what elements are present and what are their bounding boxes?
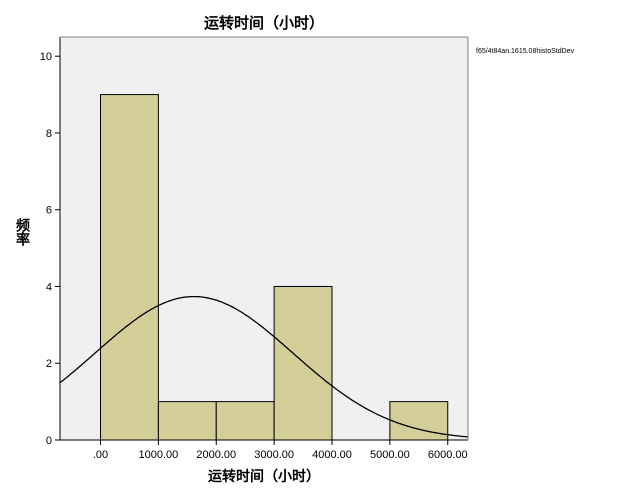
x-tick-label: 1000.00 [139,449,179,461]
x-tick-label: 6000.00 [428,449,468,461]
x-tick-label: 2000.00 [196,449,236,461]
normal-curve [59,295,469,438]
legend-note: f65/4t84an.1615.08histoStdDev [476,48,575,55]
x-tick-label: .00 [93,449,108,461]
x-axis-label: 运转时间（小时） [208,468,320,484]
histogram-bar-0 [100,94,159,441]
y-tick-label: 4 [46,281,52,293]
y-tick-label: 10 [40,51,52,63]
chart-title: 运转时间（小时） [203,15,324,32]
y-tick-label: 0 [46,435,52,447]
histogram-bar-5 [389,401,449,441]
y-tick-label: 2 [46,358,52,370]
histogram-bar-3 [273,285,333,441]
y-axis-label: 频率 [15,218,31,246]
histogram-bar-2 [215,401,275,441]
x-tick-label: 5000.00 [370,449,410,461]
x-tick-label: 3000.00 [254,449,294,461]
x-tick-label: 4000.00 [312,449,352,461]
y-tick-label: 6 [46,205,52,217]
histogram-bar-1 [157,401,217,441]
y-tick-label: 8 [46,128,52,140]
